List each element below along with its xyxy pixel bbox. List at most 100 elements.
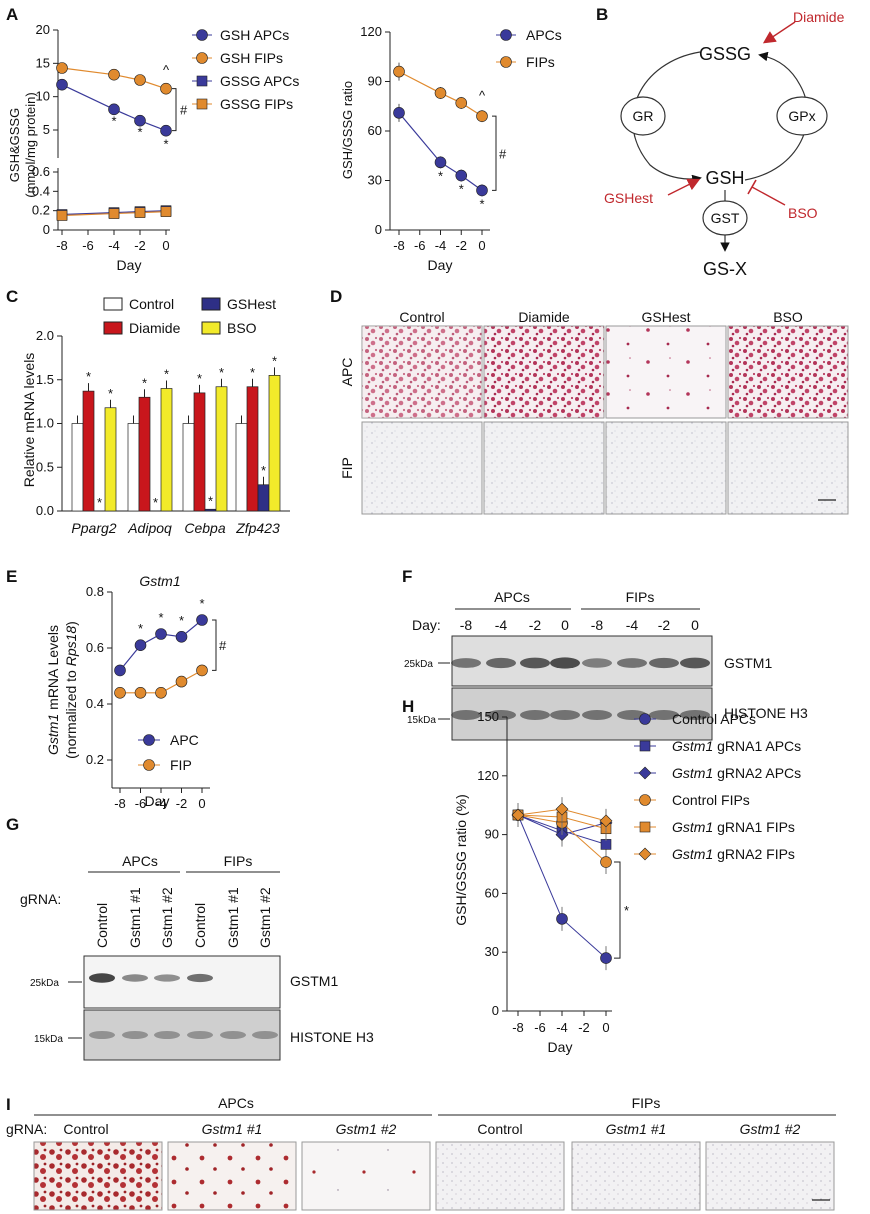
legend-h-marker [639, 794, 651, 806]
h-bracket [614, 861, 621, 959]
d-micrograph-fip-gshest [605, 421, 727, 515]
a-right-hash: # [499, 146, 507, 161]
legend-c-swatch [201, 321, 221, 335]
legend-h-marker [638, 766, 652, 780]
e-star: * [158, 610, 163, 625]
gssg-label: GSSG [699, 44, 751, 64]
legend-e-marker [143, 734, 155, 746]
e-point-apc [175, 630, 188, 643]
gst-ellipse [702, 200, 748, 236]
e-bracket [212, 619, 217, 671]
legend-c-swatch [103, 321, 123, 335]
c-ytick-label: 0.5 [36, 459, 54, 474]
g-lane-label: Control [192, 903, 208, 948]
g-blot-gstm1 [83, 955, 281, 1009]
g-band-label-histone: HISTONE H3 [290, 1029, 374, 1045]
a-right-point-1 [434, 87, 447, 99]
c-bar-gshest [204, 508, 217, 512]
legend-c-label: BSO [227, 320, 257, 336]
legend-a-left: GSH APCs GSH FIPs GSSG APCs GSSG FIPs [192, 27, 299, 112]
bso-inhibit-bar [747, 179, 757, 195]
a-left-point-gsh-fip [160, 82, 172, 95]
h-ytick-label: 30 [485, 944, 499, 959]
h-ytick-label: 120 [477, 768, 499, 783]
a-left-ylabel-1: GSH&GSSG [7, 108, 22, 182]
legend-h-label-text: gRNA2 FIPs [713, 846, 795, 862]
legend-a-left-marker [196, 52, 208, 64]
c-star: * [261, 463, 266, 478]
f-lane-day: -4 [495, 617, 508, 633]
a-left-point-gssg-fip [56, 210, 68, 221]
f-group-apcs: APCs [494, 589, 530, 605]
e-star: * [179, 613, 184, 628]
gsx-label: GS-X [703, 259, 747, 279]
d-micrograph-apc-bso [727, 325, 849, 419]
gr-label: GR [633, 108, 654, 124]
a-right-line-1 [398, 71, 483, 117]
h-xtick-label: -2 [578, 1020, 590, 1035]
e-ylabel-1: Gstm1 mRNA Levels [45, 625, 61, 755]
f-band-gstm1 [486, 657, 516, 669]
g-band-gstm1 [154, 974, 180, 982]
f-lane-day: -8 [460, 617, 473, 633]
i-group-fips: FIPs [632, 1095, 661, 1111]
a-left-ytick-label: 5 [43, 122, 50, 137]
a-left-line-gssg-apc [61, 210, 167, 216]
i-column-label: Control [63, 1121, 108, 1137]
legend-h-label-text: gRNA1 APCs [713, 738, 801, 754]
a-left-xtick-label: -4 [108, 238, 120, 253]
g-lane-label: Control [94, 903, 110, 948]
a-right-xtick-label: -6 [414, 238, 426, 253]
chart-e: 0.2 0.4 0.6 0.8 -8 -6 -4 -2 0 * * * * # [86, 584, 227, 811]
e-hash: # [219, 638, 227, 653]
e-xlabel: Day [145, 793, 170, 809]
panel-label-a: A [6, 5, 18, 24]
chart-c: 0.0 0.5 1.0 1.5 2.0 Pparg2 Adipoq Cebpa Zfp423 *… [36, 328, 290, 536]
d-row-label: APC [339, 358, 355, 387]
e-ytick-label: 0.2 [86, 752, 104, 767]
a-right-ytick-label: 0 [375, 222, 382, 237]
a-left-xtick-label: -2 [134, 238, 146, 253]
gpx-ellipse [776, 96, 828, 136]
f-band-label-gstm1: GSTM1 [724, 655, 772, 671]
panel-label-h: H [402, 697, 414, 716]
a-right-point-1 [455, 97, 468, 109]
a-left-ytick-label: 0.4 [32, 183, 50, 198]
g-mw-25: 25kDa [30, 978, 59, 989]
h-point-5 [599, 814, 613, 828]
c-star: * [142, 375, 147, 390]
bso-label: BSO [788, 205, 818, 221]
legend-h-marker [639, 821, 651, 833]
d-micrograph-apc-control [361, 325, 483, 419]
c-ytick-label: 1.5 [36, 372, 54, 387]
gst-label: GST [711, 210, 740, 226]
e-xtick-label: 0 [198, 796, 205, 811]
legend-h-label-gene: Gstm1 [672, 846, 713, 862]
d-micrograph-fip-diamide [483, 421, 605, 515]
i-micrograph-3 [435, 1141, 565, 1211]
g-band-histone [187, 1031, 213, 1039]
g-band-gstm1 [89, 973, 115, 983]
c-star: * [272, 353, 277, 368]
g-lane-label: Gstm1 #2 [159, 887, 175, 948]
e-ylabel-gene: Gstm1 [45, 714, 61, 755]
diamide-arrow [762, 21, 796, 44]
c-category-label: Adipoq [127, 520, 172, 536]
c-star: * [219, 365, 224, 380]
d-column-label: GSHest [641, 309, 690, 325]
panel-label-c: C [6, 287, 18, 306]
f-band-label-histone: HISTONE H3 [724, 705, 808, 721]
e-ytick-label: 0.8 [86, 584, 104, 599]
a-right-point-1 [476, 110, 488, 122]
legend-a-left-label: GSSG APCs [220, 73, 299, 89]
a-right-xtick-label: -2 [455, 238, 467, 253]
c-ylabel: Relative mRNA levels [21, 353, 37, 488]
g-band-histone [252, 1031, 278, 1039]
h-point-0 [600, 952, 612, 964]
chart-a-right: 0 30 60 90 120 -8 -6 -4 -2 0 * * * ^ # [360, 24, 507, 253]
c-star: * [153, 495, 158, 510]
d-column-label: Diamide [518, 309, 570, 325]
a-left-bracket [172, 88, 177, 132]
panel-i: APCs FIPs gRNA: Control Gstm1 #1 Gstm1 #2 Cont… [6, 1095, 836, 1211]
